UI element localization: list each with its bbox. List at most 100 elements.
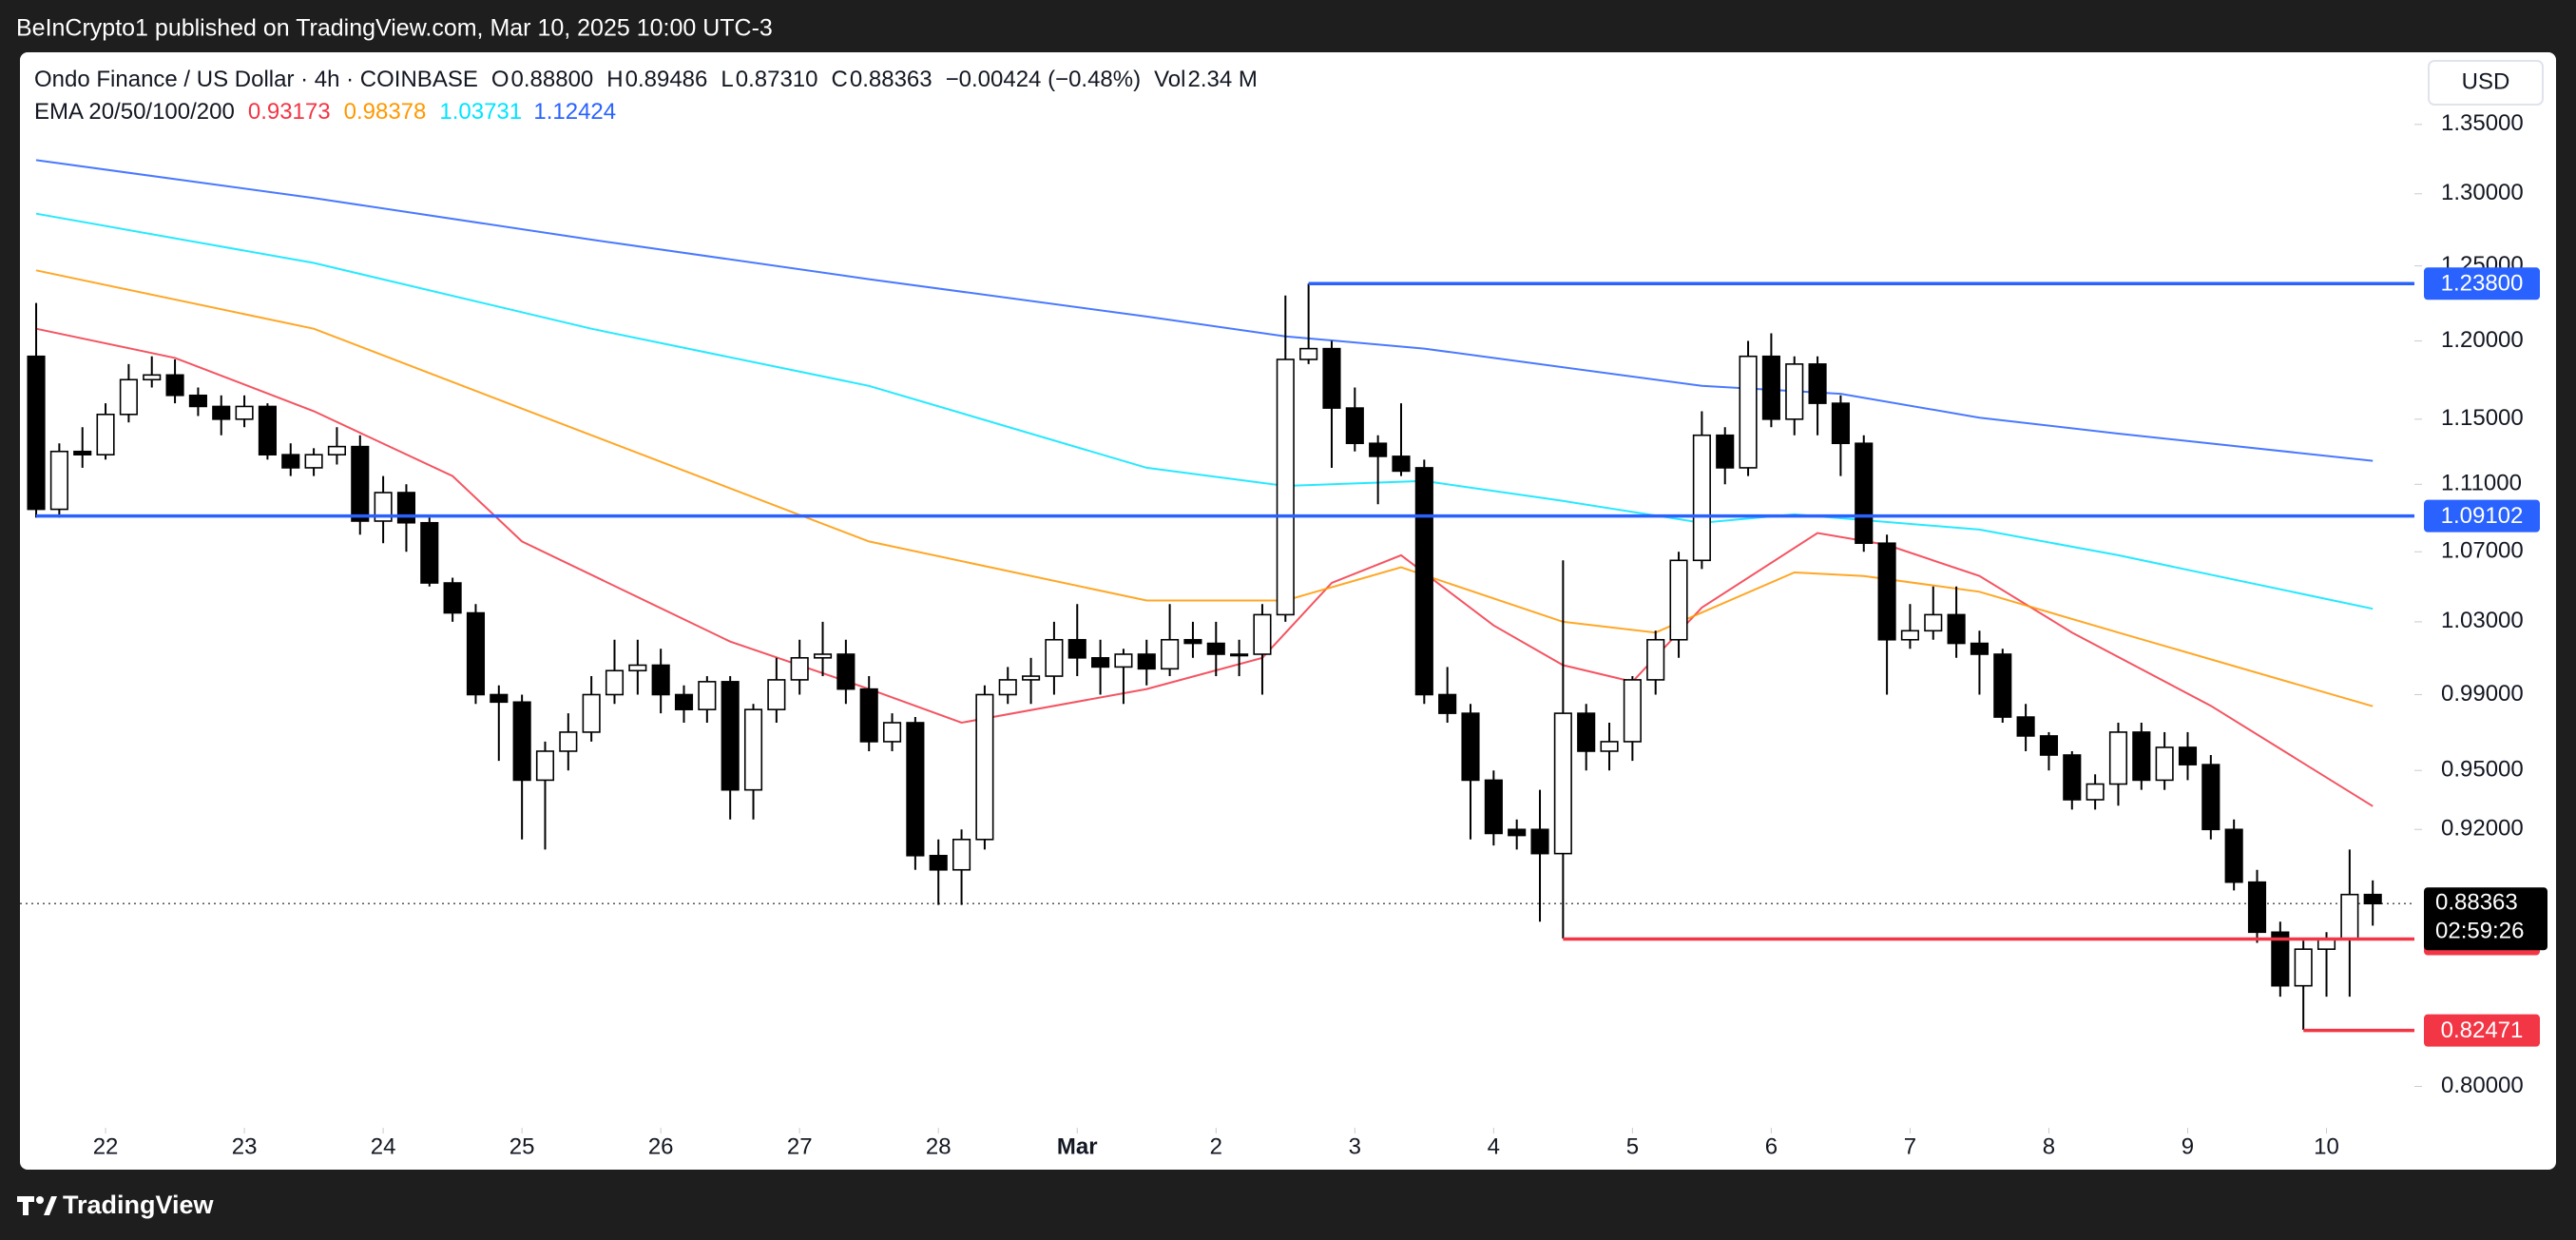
candle-down xyxy=(420,521,439,584)
x-tick-label: 3 xyxy=(1349,1133,1361,1159)
x-tick-label: 4 xyxy=(1488,1133,1500,1159)
candle-down xyxy=(1414,467,1433,696)
candle-up xyxy=(813,653,833,659)
x-tick-label: 22 xyxy=(93,1133,119,1159)
candle-down xyxy=(2363,893,2382,905)
ohlc-key: L xyxy=(721,67,733,92)
level-label: 1.09102 xyxy=(2441,503,2524,529)
candle-down xyxy=(73,450,92,455)
candle-down xyxy=(1877,542,1896,641)
indicator-value: 0.93173 xyxy=(248,99,331,125)
brand: TradingView xyxy=(63,1191,215,1219)
candle-down xyxy=(2132,731,2151,782)
candle-down xyxy=(929,854,948,871)
candle-up xyxy=(535,750,555,782)
candle-down xyxy=(1091,657,1110,668)
candle-up xyxy=(605,669,625,696)
level-label-box xyxy=(2424,267,2540,300)
candle-down xyxy=(1369,442,1388,457)
candle-down xyxy=(1530,828,1549,855)
candle-down xyxy=(165,374,184,397)
candle-down xyxy=(396,492,416,524)
ohlc-key: O xyxy=(491,67,509,92)
candle-down xyxy=(2271,931,2290,987)
indicator-value: 1.03731 xyxy=(439,99,521,125)
candle-down xyxy=(1808,363,1827,404)
candle-down xyxy=(1947,613,1966,645)
x-tick-label: 2 xyxy=(1210,1133,1222,1159)
candle-down xyxy=(1438,693,1457,714)
candle-up xyxy=(1785,363,1804,420)
candle-up xyxy=(1924,613,1943,632)
candle-up xyxy=(1114,653,1133,668)
change: −0.00424 (−0.48%) xyxy=(946,67,1142,92)
candle-down xyxy=(188,394,207,408)
x-tick-label: 24 xyxy=(371,1133,396,1159)
level-label-box xyxy=(2424,1014,2540,1047)
candle-up xyxy=(143,374,162,381)
y-tick-label: 0.95000 xyxy=(2441,757,2524,783)
candle-up xyxy=(1299,347,1318,360)
candle-up xyxy=(304,454,323,469)
candle-down xyxy=(2016,716,2035,737)
indicator-value: 0.98378 xyxy=(344,99,427,125)
y-tick-label: 0.80000 xyxy=(2441,1073,2524,1098)
currency-button[interactable] xyxy=(2428,60,2544,106)
last-price-box xyxy=(2424,887,2547,951)
level-label: 1.23800 xyxy=(2441,271,2524,297)
legend: Ondo Finance / US Dollar · 4h · COINBASE… xyxy=(34,67,1258,92)
candle-down xyxy=(2063,754,2082,801)
candle-down xyxy=(1067,638,1086,659)
level-label: 0.82471 xyxy=(2441,1017,2524,1043)
candle-down xyxy=(1183,638,1202,645)
candle-down xyxy=(836,653,855,690)
candle-up xyxy=(1253,613,1272,655)
candle-down xyxy=(490,693,509,704)
candle-down xyxy=(1761,355,1780,420)
candle-down xyxy=(466,611,486,696)
candle-down xyxy=(1461,712,1480,782)
candle-up xyxy=(1161,638,1180,670)
candle-up xyxy=(1045,638,1064,677)
candle-up xyxy=(767,679,786,710)
candle-up xyxy=(1230,653,1249,657)
candle-up xyxy=(2340,893,2359,940)
candle-up xyxy=(628,664,647,672)
publisher: BeInCrypto1 published on TradingView.com… xyxy=(16,15,773,42)
candle-up xyxy=(882,722,902,743)
ema-line xyxy=(35,327,2374,807)
candle-up xyxy=(698,681,717,710)
candle-up xyxy=(119,378,138,416)
candle-up xyxy=(2086,783,2105,801)
candle-down xyxy=(1392,455,1411,473)
x-tick-label: 7 xyxy=(1904,1133,1916,1159)
candle-down xyxy=(674,693,694,710)
x-tick-label: 27 xyxy=(787,1133,813,1159)
y-tick-label: 1.07000 xyxy=(2441,538,2524,564)
candle-down xyxy=(2201,764,2220,831)
y-tick-label: 1.03000 xyxy=(2441,608,2524,633)
indicator-legend: EMA 20/50/100/200 0.93173 0.98378 1.03731 1.… xyxy=(34,99,616,125)
x-tick-label: 10 xyxy=(2314,1133,2339,1159)
candle-down xyxy=(212,405,231,420)
x-tick-label: 8 xyxy=(2043,1133,2055,1159)
candle-up xyxy=(96,413,115,455)
y-tick-label: 0.92000 xyxy=(2441,816,2524,842)
candle-up xyxy=(952,838,971,871)
candle-up xyxy=(998,679,1017,696)
candle-up xyxy=(1739,355,1758,469)
candle-down xyxy=(721,681,740,791)
candle-up xyxy=(49,450,68,511)
y-tick-label: 0.99000 xyxy=(2441,681,2524,707)
candle-down xyxy=(512,701,531,782)
x-tick-label: 9 xyxy=(2182,1133,2194,1159)
candle-up xyxy=(582,693,601,733)
candle-down xyxy=(443,582,462,614)
candle-up xyxy=(2108,731,2128,785)
candle-up xyxy=(1692,434,1711,562)
ohlc-key: C xyxy=(832,67,848,92)
candle-down xyxy=(906,722,925,857)
candle-up xyxy=(743,708,763,791)
candle-up xyxy=(374,492,393,522)
